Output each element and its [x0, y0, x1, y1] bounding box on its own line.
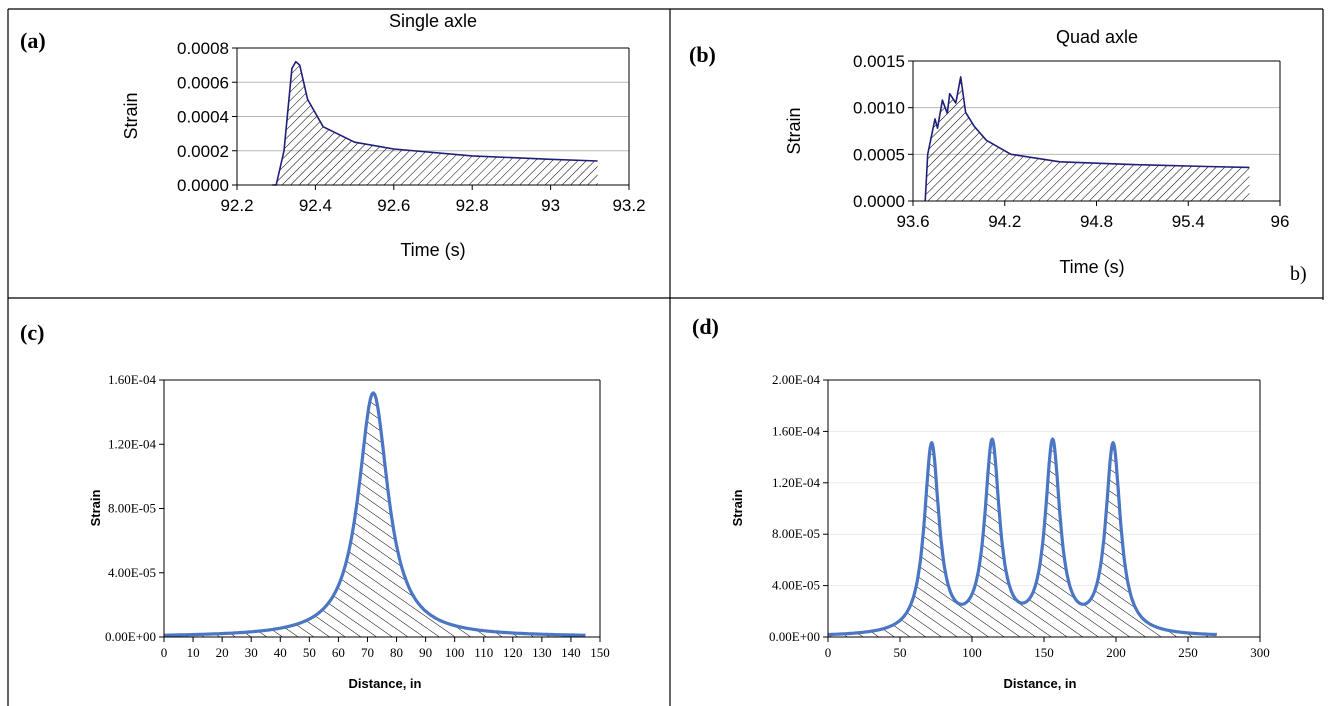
y-tick-label: 0.0008	[177, 39, 229, 58]
x-tick-label: 92.2	[220, 196, 253, 215]
y-tick-label: 1.20E-04	[108, 436, 157, 451]
y-axis-title: Strain	[88, 490, 103, 527]
y-axis-title: Strain	[121, 92, 141, 139]
y-tick-label: 0.0002	[177, 142, 229, 161]
y-tick-label: 0.00E+00	[769, 629, 820, 644]
y-tick-label: 4.00E-05	[108, 565, 156, 580]
chart-quad-axle: 0.0000 0.0005 0.0010 0.0015 93.6 94.2 94.8 95.4…	[784, 27, 1289, 277]
x-axis-title: Time (s)	[1059, 257, 1124, 277]
x-tick-label: 70	[361, 645, 374, 660]
chart-quad-distance: 0.00E+00 4.00E-05 8.00E-05 1.20E-04 1.60E-04…	[730, 372, 1270, 691]
x-tick-label: 150	[590, 645, 610, 660]
series-area-fill	[164, 392, 586, 637]
x-tick-label: 93.6	[896, 212, 929, 231]
panel-a-letter: (a)	[20, 28, 46, 53]
chart-single-distance: 0.00E+00 4.00E-05 8.00E-05 1.20E-04 1.60E-04…	[88, 372, 610, 691]
y-tick-label: 8.00E-05	[108, 501, 156, 516]
series-area-fill	[925, 76, 1250, 201]
y-tick-label: 0.00E+00	[105, 629, 156, 644]
x-tick-label: 110	[474, 645, 493, 660]
x-tick-label: 92.8	[456, 196, 489, 215]
x-tick-label: 100	[962, 645, 982, 660]
x-tick-label: 50	[894, 645, 907, 660]
y-tick-label: 0.0004	[177, 108, 229, 127]
x-tick-label: 80	[390, 645, 403, 660]
x-tick-label: 95.4	[1172, 212, 1205, 231]
x-tick-label: 92.6	[377, 196, 410, 215]
x-tick-label: 130	[532, 645, 552, 660]
x-tick-label: 120	[503, 645, 523, 660]
chart-single-axle: 0.0000 0.0002 0.0004 0.0006 0.0008 92.2 92.4 92…	[121, 11, 646, 260]
x-tick-label: 94.8	[1080, 212, 1113, 231]
x-tick-label: 60	[332, 645, 345, 660]
panel-b-letter: (b)	[689, 42, 716, 67]
x-tick-label: 140	[561, 645, 581, 660]
y-tick-label: 0.0000	[177, 176, 229, 195]
x-axis-title: Distance, in	[1004, 676, 1077, 691]
series-area-fill	[272, 61, 598, 186]
x-tick-label: 10	[187, 645, 200, 660]
y-tick-label: 0.0015	[853, 52, 905, 71]
y-axis-title: Strain	[730, 490, 745, 527]
y-tick-label: 2.00E-04	[772, 372, 821, 387]
panel-borders	[7, 8, 1324, 706]
x-tick-label: 20	[216, 645, 229, 660]
panel-c-letter: (c)	[20, 320, 44, 345]
x-tick-label: 100	[445, 645, 465, 660]
series-line	[163, 391, 586, 637]
x-tick-label: 30	[245, 645, 258, 660]
y-tick-label: 1.60E-04	[772, 423, 821, 438]
x-tick-label: 0	[161, 645, 168, 660]
y-tick-label: 8.00E-05	[772, 526, 820, 541]
series-area-fill	[828, 439, 1217, 637]
panel-b-footnote: b)	[1290, 263, 1307, 285]
y-axis-title: Strain	[784, 107, 804, 154]
x-tick-label: 96	[1271, 212, 1290, 231]
x-tick-label: 93.2	[612, 196, 645, 215]
y-tick-label: 4.00E-05	[772, 578, 820, 593]
x-tick-label: 300	[1250, 645, 1270, 660]
series-line	[827, 437, 1218, 637]
x-tick-label: 250	[1178, 645, 1198, 660]
x-tick-label: 0	[825, 645, 832, 660]
chart-title: Single axle	[389, 11, 477, 31]
y-tick-label: 0.0005	[853, 145, 905, 164]
y-tick-label: 0.0010	[853, 99, 905, 118]
panel-d-letter: (d)	[692, 314, 719, 339]
x-axis-title: Time (s)	[400, 240, 465, 260]
y-tick-label: 1.60E-04	[108, 372, 157, 387]
x-tick-label: 90	[419, 645, 432, 660]
y-tick-label: 0.0006	[177, 73, 229, 92]
series-line	[924, 76, 1250, 202]
x-axis-title: Distance, in	[349, 676, 422, 691]
x-tick-label: 93	[541, 196, 560, 215]
x-tick-label: 94.2	[988, 212, 1021, 231]
x-tick-label: 40	[274, 645, 287, 660]
y-tick-label: 0.0000	[853, 192, 905, 211]
series-line	[272, 60, 598, 186]
y-tick-label: 1.20E-04	[772, 475, 821, 490]
x-tick-label: 150	[1034, 645, 1054, 660]
x-tick-label: 200	[1106, 645, 1126, 660]
chart-title: Quad axle	[1056, 27, 1138, 47]
x-tick-label: 50	[303, 645, 316, 660]
x-tick-label: 92.4	[299, 196, 332, 215]
